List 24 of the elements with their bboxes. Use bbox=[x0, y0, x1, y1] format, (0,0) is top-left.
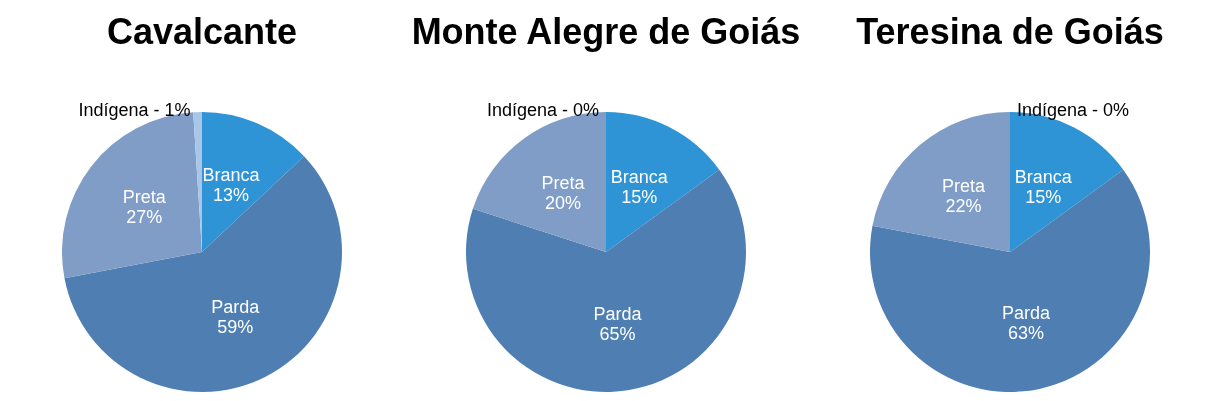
data-label: 13% bbox=[212, 185, 250, 205]
category-label: Indígena - 0% bbox=[486, 100, 599, 120]
slice-label: Branca bbox=[202, 165, 261, 185]
chart-title: Cavalcante bbox=[106, 10, 298, 52]
data-label: 15% bbox=[1025, 186, 1062, 207]
slice-label: Branca bbox=[610, 166, 669, 187]
data-label: 27% bbox=[126, 207, 163, 228]
slice-label: Parda bbox=[211, 297, 261, 318]
slice-label: Preta bbox=[122, 187, 167, 208]
slice-label: Preta bbox=[941, 175, 986, 196]
data-label: 59% bbox=[217, 317, 254, 338]
slice-label: Parda bbox=[1001, 303, 1051, 324]
slice-label: Preta bbox=[541, 172, 586, 193]
data-label: 20% bbox=[545, 192, 582, 213]
slice-label: Parda bbox=[593, 304, 643, 325]
category-label: Indígena - 0% bbox=[1017, 100, 1130, 120]
data-label: 65% bbox=[599, 324, 636, 345]
data-label: 22% bbox=[945, 195, 982, 216]
chart-title: Monte Alegre de Goiás bbox=[411, 10, 801, 52]
chart-title: Teresina de Goiás bbox=[856, 10, 1164, 52]
data-label: 15% bbox=[621, 186, 658, 207]
slice-label: Branca bbox=[1014, 166, 1073, 187]
data-label: 63% bbox=[1007, 323, 1044, 344]
slice-label: Indígena - 1% bbox=[78, 100, 191, 121]
